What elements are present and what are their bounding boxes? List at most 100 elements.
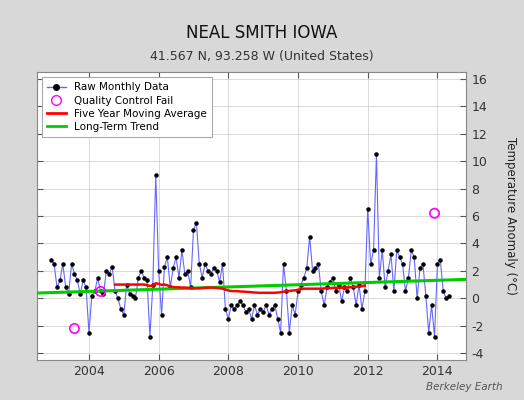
Point bbox=[187, 284, 195, 290]
Point bbox=[183, 268, 192, 274]
Point bbox=[323, 284, 331, 290]
Point bbox=[160, 264, 169, 270]
Point bbox=[422, 292, 430, 299]
Point bbox=[401, 288, 410, 295]
Point bbox=[300, 274, 308, 281]
Point bbox=[309, 268, 317, 274]
Point bbox=[291, 312, 299, 318]
Point bbox=[381, 284, 389, 290]
Point bbox=[320, 302, 329, 308]
Point bbox=[119, 312, 128, 318]
Point bbox=[288, 302, 297, 308]
Legend: Raw Monthly Data, Quality Control Fail, Five Year Moving Average, Long-Term Tren: Raw Monthly Data, Quality Control Fail, … bbox=[42, 77, 212, 137]
Point bbox=[250, 302, 259, 308]
Point bbox=[277, 329, 285, 336]
Point bbox=[221, 306, 230, 312]
Point bbox=[396, 254, 404, 260]
Point bbox=[302, 265, 311, 271]
Point bbox=[334, 281, 343, 288]
Point bbox=[96, 288, 105, 295]
Point bbox=[227, 302, 235, 308]
Point bbox=[166, 284, 174, 290]
Point bbox=[137, 268, 146, 274]
Point bbox=[213, 268, 221, 274]
Point bbox=[253, 312, 261, 318]
Point bbox=[111, 288, 119, 295]
Point bbox=[332, 288, 340, 295]
Point bbox=[108, 264, 116, 270]
Point bbox=[178, 247, 186, 254]
Point bbox=[210, 265, 218, 271]
Point bbox=[430, 210, 439, 216]
Point bbox=[61, 284, 70, 290]
Point bbox=[175, 274, 183, 281]
Point bbox=[282, 288, 291, 295]
Point bbox=[53, 284, 61, 290]
Point bbox=[207, 270, 215, 277]
Point bbox=[247, 316, 256, 322]
Point bbox=[105, 270, 114, 277]
Point bbox=[361, 288, 369, 295]
Point bbox=[56, 277, 64, 284]
Point bbox=[163, 254, 171, 260]
Point bbox=[410, 254, 418, 260]
Point bbox=[146, 334, 154, 340]
Point bbox=[47, 257, 56, 263]
Point bbox=[364, 206, 372, 212]
Point bbox=[201, 261, 209, 267]
Point bbox=[407, 247, 416, 254]
Point bbox=[265, 312, 273, 318]
Point bbox=[114, 295, 122, 302]
Point bbox=[428, 302, 436, 308]
Point bbox=[140, 274, 148, 281]
Point bbox=[85, 329, 93, 336]
Point bbox=[297, 281, 305, 288]
Point bbox=[340, 284, 348, 290]
Point bbox=[88, 292, 96, 299]
Point bbox=[314, 261, 323, 267]
Point bbox=[157, 312, 166, 318]
Point bbox=[233, 302, 241, 308]
Point bbox=[390, 288, 398, 295]
Point bbox=[242, 309, 250, 315]
Point bbox=[352, 302, 361, 308]
Point bbox=[329, 274, 337, 281]
Point bbox=[346, 274, 355, 281]
Point bbox=[198, 274, 206, 281]
Point bbox=[311, 265, 320, 271]
Point bbox=[270, 302, 279, 308]
Point bbox=[387, 251, 395, 258]
Point bbox=[64, 291, 73, 297]
Point bbox=[439, 288, 447, 295]
Point bbox=[79, 277, 88, 284]
Point bbox=[128, 292, 137, 299]
Text: NEAL SMITH IOWA: NEAL SMITH IOWA bbox=[187, 24, 337, 42]
Point bbox=[70, 325, 79, 332]
Point bbox=[413, 295, 421, 302]
Point bbox=[204, 268, 212, 274]
Point bbox=[143, 277, 151, 284]
Point bbox=[59, 261, 67, 267]
Y-axis label: Temperature Anomaly (°C): Temperature Anomaly (°C) bbox=[504, 137, 517, 295]
Point bbox=[131, 295, 139, 302]
Point bbox=[436, 257, 444, 263]
Point bbox=[392, 247, 401, 254]
Point bbox=[369, 247, 378, 254]
Point bbox=[262, 302, 270, 308]
Point bbox=[424, 329, 433, 336]
Point bbox=[155, 268, 163, 274]
Point bbox=[102, 268, 111, 274]
Point bbox=[172, 254, 180, 260]
Point bbox=[445, 292, 453, 299]
Point bbox=[305, 233, 314, 240]
Point bbox=[70, 270, 79, 277]
Point bbox=[73, 277, 82, 284]
Point bbox=[82, 284, 90, 290]
Point bbox=[125, 291, 134, 297]
Point bbox=[355, 281, 363, 288]
Point bbox=[384, 268, 392, 274]
Point bbox=[285, 329, 293, 336]
Point bbox=[239, 302, 247, 308]
Point bbox=[99, 291, 107, 297]
Point bbox=[181, 270, 189, 277]
